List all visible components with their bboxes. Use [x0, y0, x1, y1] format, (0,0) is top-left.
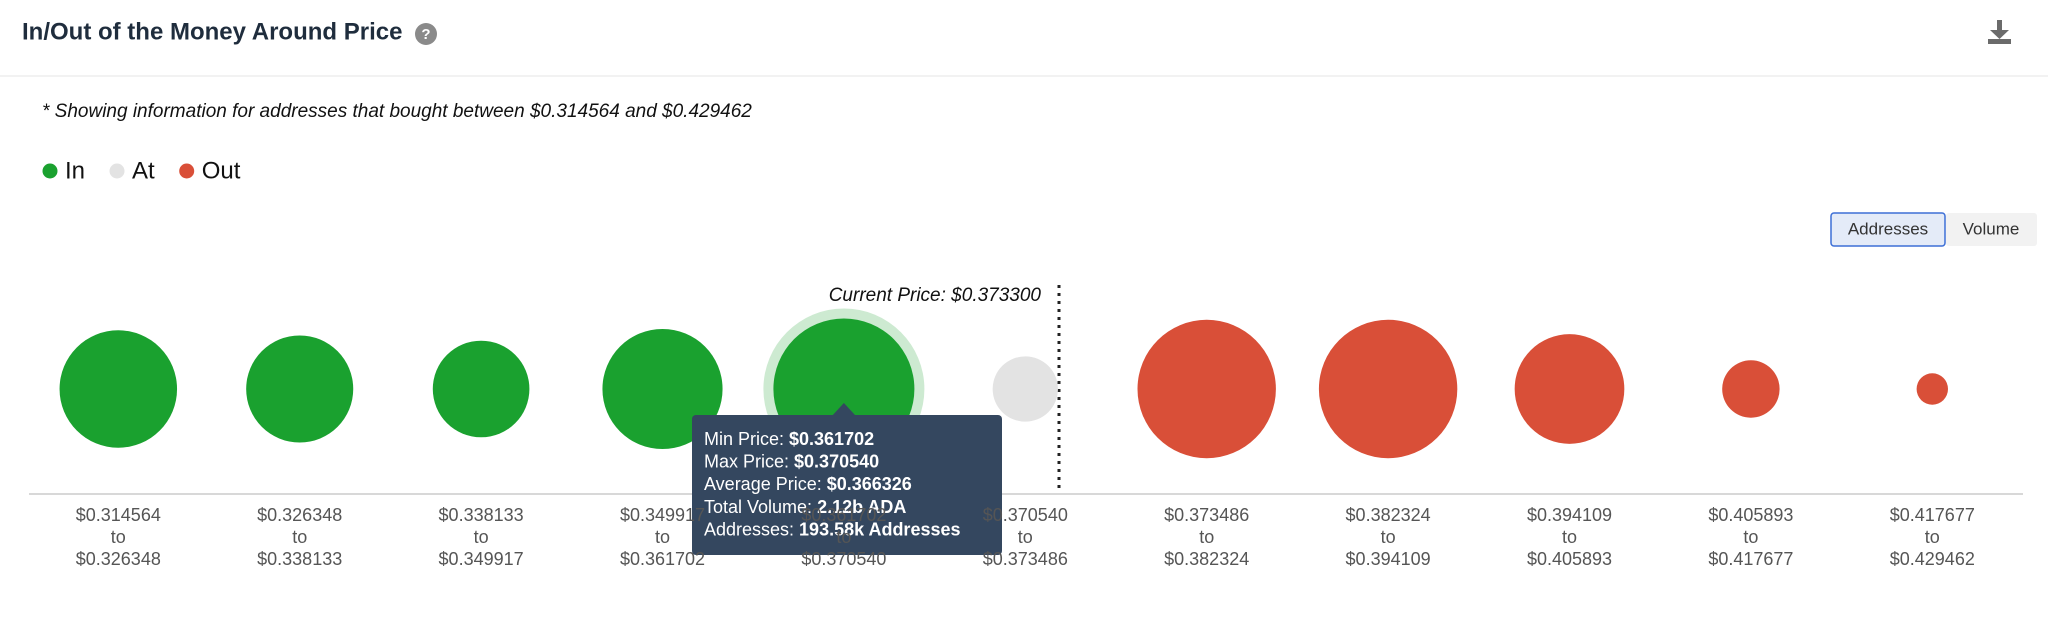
tooltip-label: Min Price: [704, 429, 784, 449]
bubble [59, 330, 178, 448]
x-tick-label: $0.429462 [1890, 549, 1975, 569]
x-tick-label: $0.326348 [76, 549, 161, 569]
x-tick-label: $0.338133 [439, 505, 524, 525]
legend-marker [42, 163, 58, 179]
help-icon[interactable]: ? [415, 23, 437, 45]
legend-marker [179, 163, 195, 179]
bubble [1916, 373, 1948, 405]
bubble [246, 335, 354, 443]
x-tick-label: $0.394109 [1527, 505, 1612, 525]
tooltip-value: 193.58k Addresses [799, 520, 960, 540]
subtitle: * Showing information for addresses that… [42, 101, 752, 122]
tooltip-arrow [831, 403, 856, 416]
bubble [1722, 360, 1780, 418]
x-tick-label: $0.349917 [439, 549, 524, 569]
x-tick-label: $0.417677 [1890, 505, 1975, 525]
tooltip-value: $0.361702 [789, 429, 874, 449]
tooltip-label: Addresses: [704, 520, 794, 540]
tooltip-label: Average Price: [704, 474, 822, 494]
tooltip-value: 2.12b ADA [817, 497, 906, 517]
x-tick-label: $0.349917 [620, 505, 705, 525]
x-tick-label: $0.405893 [1708, 505, 1793, 525]
tooltip-label: Max Price: [704, 451, 789, 471]
chart-title: In/Out of the Money Around Price [22, 18, 402, 45]
legend-marker [109, 163, 125, 179]
x-tick-label: $0.382324 [1164, 549, 1249, 569]
x-tick-label: $0.370540 [983, 505, 1068, 525]
x-tick-label: to [1743, 527, 1758, 547]
download-icon[interactable] [1988, 20, 2011, 44]
x-tick-label: $0.417677 [1708, 549, 1793, 569]
x-tick-label: to [1381, 527, 1396, 547]
x-tick-label: to [655, 527, 670, 547]
legend-label: In [65, 157, 85, 184]
x-tick-label: to [292, 527, 307, 547]
legend-label: At [132, 157, 155, 184]
addresses-button[interactable] [1830, 212, 1946, 247]
x-tick-label: $0.314564 [76, 505, 161, 525]
bubble [1318, 319, 1458, 459]
x-tick-label: to [836, 527, 851, 547]
bubble [432, 340, 530, 438]
svg-text:?: ? [421, 26, 430, 43]
bubble [1514, 334, 1625, 444]
x-tick-label: to [111, 527, 126, 547]
x-tick-label: $0.382324 [1346, 505, 1431, 525]
x-tick-label: $0.373486 [1164, 505, 1249, 525]
tooltip-value: $0.366326 [827, 474, 912, 494]
button-label[interactable]: Volume [1963, 219, 2020, 238]
x-tick-label: $0.394109 [1346, 549, 1431, 569]
x-tick-label: $0.326348 [257, 505, 342, 525]
x-tick-label: to [1925, 527, 1940, 547]
tooltip-value: $0.370540 [794, 451, 879, 471]
button-label[interactable]: Addresses [1848, 219, 1928, 238]
tooltip-label: Total Volume: [704, 497, 812, 517]
x-tick-label: $0.370540 [801, 549, 886, 569]
x-tick-label: to [1199, 527, 1214, 547]
legend-label: Out [202, 157, 241, 184]
x-tick-label: to [1018, 527, 1033, 547]
x-tick-label: $0.361702 [620, 549, 705, 569]
x-tick-label: $0.405893 [1527, 549, 1612, 569]
x-tick-label: $0.361702 [801, 505, 886, 525]
x-tick-label: to [474, 527, 489, 547]
x-tick-label: $0.338133 [257, 549, 342, 569]
volume-button[interactable] [1946, 213, 2037, 246]
bubble [992, 356, 1058, 422]
x-tick-label: $0.373486 [983, 549, 1068, 569]
x-tick-label: to [1562, 527, 1577, 547]
tooltip-box [692, 415, 1002, 555]
bubble [1137, 319, 1276, 459]
current-price-label: Current Price: $0.373300 [829, 285, 1042, 306]
